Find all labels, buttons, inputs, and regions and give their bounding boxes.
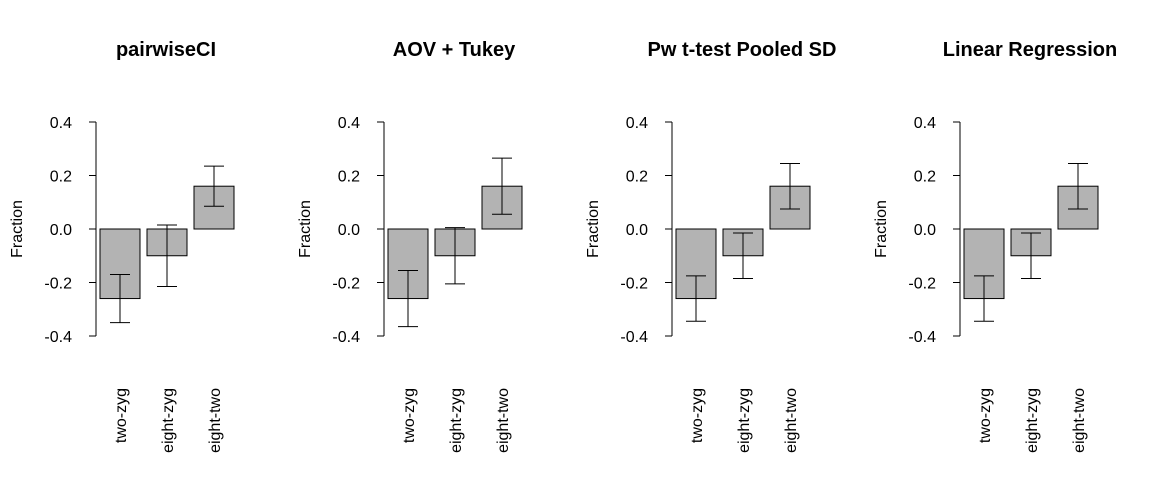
category-label: two-zyg [977, 388, 994, 443]
y-tick-label: -0.4 [908, 329, 936, 346]
category-label: two-zyg [401, 388, 418, 443]
chart-title: Linear Regression [943, 39, 1118, 61]
y-axis-label: Fraction [585, 200, 602, 258]
chart-title: Pw t-test Pooled SD [648, 39, 837, 61]
category-label: eight-zyg [736, 388, 753, 453]
chart-title: pairwiseCI [116, 39, 216, 61]
y-tick-label: 0.4 [626, 115, 648, 132]
category-label: eight-two [783, 388, 800, 453]
y-axis-label: Fraction [9, 200, 26, 258]
category-label: eight-zyg [160, 388, 177, 453]
category-label: eight-zyg [448, 388, 465, 453]
y-tick-label: 0.4 [914, 115, 936, 132]
y-tick-label: 0.0 [338, 222, 360, 239]
chart-panel-2: AOV + Tukey -0.4 -0.2 0.0 0.2 0.4 Fraction two-… [297, 39, 523, 453]
y-axis-label: Fraction [873, 200, 890, 258]
category-label: eight-two [495, 388, 512, 453]
category-label: eight-two [207, 388, 224, 453]
y-tick-label: -0.4 [620, 329, 648, 346]
category-label: two-zyg [113, 388, 130, 443]
y-tick-label: 0.0 [626, 222, 648, 239]
y-tick-label: 0.2 [626, 169, 648, 186]
y-tick-label: -0.4 [44, 329, 72, 346]
y-tick-label: 0.2 [50, 169, 72, 186]
y-tick-label: 0.0 [914, 222, 936, 239]
y-tick-label: 0.2 [338, 169, 360, 186]
y-tick-label: -0.2 [620, 276, 648, 293]
chart-panel-4: Linear Regression -0.4 -0.2 0.0 0.2 0.4 Fracti… [873, 39, 1117, 453]
y-tick-label: 0.4 [338, 115, 360, 132]
category-label: two-zyg [689, 388, 706, 443]
chart-panel-3: Pw t-test Pooled SD -0.4 -0.2 0.0 0.2 0.4 Frac… [585, 39, 836, 453]
chart-panel-1: pairwiseCI -0.4 -0.2 0.0 0.2 0.4 Fraction two-z… [9, 39, 235, 453]
y-tick-label: -0.4 [332, 329, 360, 346]
category-label: eight-two [1071, 388, 1088, 453]
y-tick-label: -0.2 [44, 276, 72, 293]
y-tick-label: 0.2 [914, 169, 936, 186]
y-tick-label: -0.2 [908, 276, 936, 293]
y-tick-label: -0.2 [332, 276, 360, 293]
y-axis-label: Fraction [297, 200, 314, 258]
chart-title: AOV + Tukey [393, 39, 516, 61]
category-label: eight-zyg [1024, 388, 1041, 453]
y-tick-label: 0.0 [50, 222, 72, 239]
y-tick-label: 0.4 [50, 115, 72, 132]
